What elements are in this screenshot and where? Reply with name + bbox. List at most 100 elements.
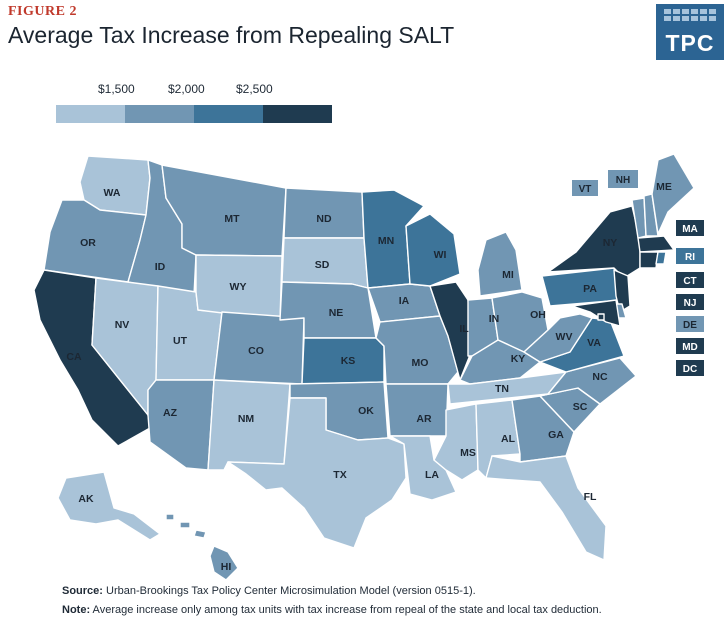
label-ca: CA — [66, 351, 82, 363]
hawaii-islands — [165, 513, 239, 581]
label-or: OR — [80, 237, 96, 249]
label-il: IL — [459, 323, 469, 335]
state-labels: WA OR CA ID NV UT AZ MT WY CO NM ND SD N… — [66, 181, 671, 573]
source-line: Source: Urban-Brookings Tax Policy Cente… — [62, 585, 476, 597]
legend-swatch-4 — [263, 105, 332, 123]
callout-label-de: DE — [683, 320, 697, 331]
label-mi: MI — [502, 269, 514, 281]
callout-box-nj — [676, 294, 704, 310]
logo-grid-icon — [664, 9, 716, 21]
color-legend: $1,500 $2,000 $2,500 — [56, 82, 332, 124]
callout-label-dc: DC — [683, 364, 697, 375]
state-il — [429, 281, 473, 381]
callout-boxes — [572, 170, 704, 376]
state-az — [147, 379, 215, 471]
label-sc: SC — [573, 401, 588, 413]
callout-label-nh: NH — [616, 175, 630, 186]
callout-label-nj: NJ — [684, 298, 697, 309]
label-nm: NM — [238, 413, 255, 425]
label-ne: NE — [329, 307, 344, 319]
source-text: Urban-Brookings Tax Policy Center Micros… — [102, 585, 476, 597]
label-tn: TN — [495, 383, 509, 395]
label-nd: ND — [316, 213, 332, 225]
label-in: IN — [489, 313, 500, 325]
note-line: Note: Average increase only among tax un… — [62, 604, 602, 616]
label-co: CO — [248, 345, 264, 357]
callout-labels: VT NH MA RI CT NJ DE MD DC — [579, 175, 698, 375]
state-md — [571, 299, 621, 327]
state-hi-islet-3 — [193, 529, 207, 539]
state-ct — [639, 251, 659, 269]
state-ri — [655, 251, 667, 265]
label-mn: MN — [378, 235, 394, 247]
state-wv — [523, 313, 593, 363]
page-title: Average Tax Increase from Repealing SALT — [8, 22, 455, 48]
label-ky: KY — [511, 353, 526, 365]
source-label: Source: — [62, 585, 103, 597]
label-ks: KS — [341, 355, 356, 367]
label-sd: SD — [315, 259, 330, 271]
label-me: ME — [656, 181, 672, 193]
label-id: ID — [155, 261, 166, 273]
label-wy: WY — [230, 281, 247, 293]
callout-label-vt: VT — [579, 184, 592, 195]
state-ny — [547, 205, 641, 279]
figure-label: FIGURE 2 — [8, 4, 77, 19]
label-ak: AK — [78, 493, 94, 505]
tpc-logo: TPC — [656, 4, 724, 60]
label-wv: WV — [556, 331, 573, 343]
callout-box-ri — [676, 248, 704, 264]
state-dc — [597, 313, 605, 321]
label-wa: WA — [104, 187, 121, 199]
state-wi — [405, 213, 461, 287]
label-hi: HI — [221, 561, 232, 573]
label-nc: NC — [592, 371, 608, 383]
legend-swatch-1 — [56, 105, 125, 123]
legend-swatch-3 — [194, 105, 263, 123]
state-me — [651, 153, 695, 235]
label-fl: FL — [584, 491, 597, 503]
legend-tick-1: $1,500 — [98, 82, 135, 96]
label-nv: NV — [115, 319, 130, 331]
state-mi — [477, 231, 523, 297]
state-nm — [207, 379, 291, 471]
state-ks — [301, 337, 385, 385]
callout-box-ct — [676, 272, 704, 288]
state-tx — [227, 397, 407, 549]
label-az: AZ — [163, 407, 178, 419]
callout-label-ma: MA — [682, 224, 698, 235]
label-mt: MT — [224, 213, 240, 225]
callout-box-ma — [676, 220, 704, 236]
label-ny: NY — [603, 237, 618, 249]
callout-box-de — [676, 316, 704, 332]
legend-tick-3: $2,500 — [236, 82, 273, 96]
label-va: VA — [587, 337, 601, 349]
note-label: Note: — [62, 604, 91, 616]
state-nj — [613, 269, 631, 313]
label-ok: OK — [358, 405, 374, 417]
legend-tick-2: $2,000 — [168, 82, 205, 96]
label-wi: WI — [434, 249, 447, 261]
callout-label-ri: RI — [685, 252, 695, 263]
label-ga: GA — [548, 429, 564, 441]
logo-text: TPC — [665, 30, 715, 56]
label-tx: TX — [333, 469, 346, 481]
label-ut: UT — [173, 335, 188, 347]
legend-swatch-2 — [125, 105, 194, 123]
state-la — [389, 435, 457, 501]
label-ar: AR — [416, 413, 432, 425]
state-hi — [209, 545, 239, 581]
label-pa: PA — [583, 283, 597, 295]
state-fl — [485, 455, 607, 561]
state-ma — [637, 235, 675, 253]
label-ia: IA — [399, 295, 410, 307]
label-oh: OH — [530, 309, 546, 321]
label-al: AL — [501, 433, 516, 445]
callout-box-dc — [676, 360, 704, 376]
state-ar — [385, 383, 449, 437]
callout-box-nh — [608, 170, 638, 188]
callout-box-vt — [572, 180, 598, 196]
callout-label-ct: CT — [683, 276, 696, 287]
state-ak — [57, 471, 161, 541]
